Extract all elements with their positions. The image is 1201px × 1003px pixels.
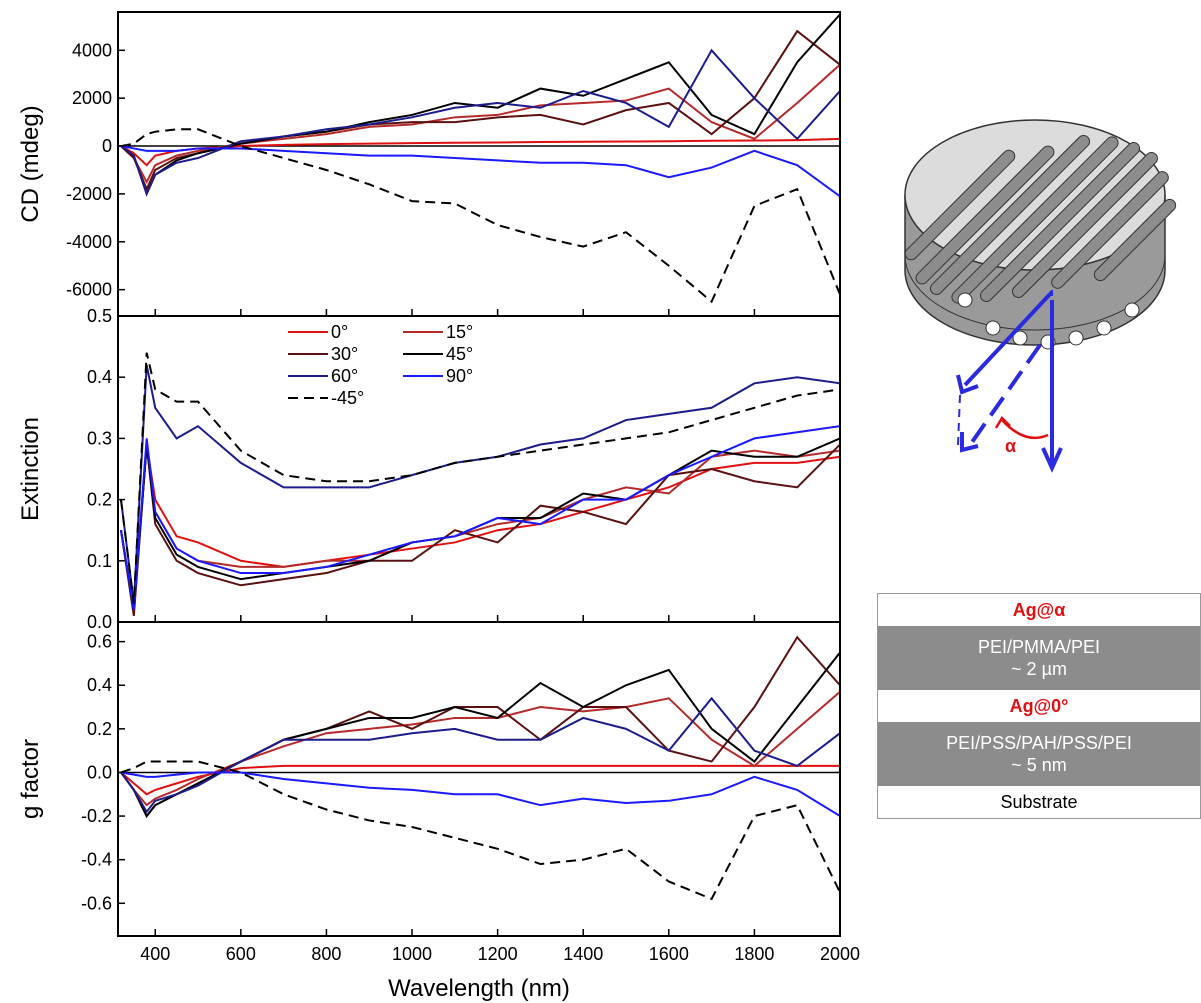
y-tick-label: -0.6: [81, 893, 112, 913]
layer-text: PEI/PMMA/PEI: [977, 637, 1101, 657]
y-tick-label: -0.2: [81, 806, 112, 826]
y-axis-label: CD (mdeg): [17, 105, 44, 222]
series-line: [120, 443, 840, 617]
y-tick-label: 0.3: [87, 428, 112, 448]
layer-stack: Ag@α PEI/PMMA/PEI ~ 2 µm Ag@0° PEI/PSS/PAH/P…: [877, 593, 1201, 819]
layer: Ag@0°: [878, 690, 1200, 722]
layer: PEI/PSS/PAH/PSS/PEI ~ 5 nm: [878, 722, 1200, 786]
series-line: [120, 444, 840, 610]
legend-label: 30°: [331, 344, 358, 364]
x-tick-label: 400: [140, 944, 170, 964]
x-tick-label: 1400: [563, 944, 603, 964]
y-tick-label: -4000: [66, 232, 112, 252]
legend-label: 0°: [331, 322, 348, 342]
series-line: [120, 635, 840, 818]
layer-text: ~ 2 µm: [1011, 659, 1067, 679]
sample-diagram: α: [904, 119, 1177, 473]
series-line: [120, 145, 840, 198]
y-tick-label: 0.5: [87, 306, 112, 326]
series-line: [120, 29, 840, 192]
y-tick-label: 0.0: [87, 612, 112, 632]
legend-label: 45°: [446, 344, 473, 364]
y-tick-label: 0.2: [87, 490, 112, 510]
y-tick-label: -2000: [66, 184, 112, 204]
series-line: [120, 771, 840, 817]
y-tick-label: 0.2: [87, 719, 112, 739]
y-tick-label: 0.4: [87, 367, 112, 387]
layer-text: ~ 5 nm: [1011, 755, 1067, 775]
x-tick-label: 1800: [734, 944, 774, 964]
legend-label: 90°: [446, 366, 473, 386]
layer-text: PEI/PSS/PAH/PSS/PEI: [946, 733, 1132, 753]
angle-label: α: [1005, 436, 1016, 456]
x-tick-label: 1600: [649, 944, 689, 964]
layer: Substrate: [878, 786, 1200, 818]
y-tick-label: 0.4: [87, 675, 112, 695]
layer-text: Ag@0°: [1009, 696, 1069, 716]
y-tick-label: 2000: [72, 88, 112, 108]
y-tick-label: 4000: [72, 40, 112, 60]
y-tick-label: 0.1: [87, 551, 112, 571]
series-line: [120, 437, 840, 610]
layer: Ag@α: [878, 594, 1200, 626]
legend-label: 60°: [331, 366, 358, 386]
x-tick-label: 800: [311, 944, 341, 964]
series-line: [120, 48, 840, 197]
series-line: [120, 691, 840, 807]
y-tick-label: -6000: [66, 280, 112, 300]
y-axis-label: Extinction: [17, 417, 44, 521]
x-axis-label: Wavelength (nm): [388, 975, 570, 1002]
x-tick-label: 1200: [478, 944, 518, 964]
series-line: [120, 63, 840, 185]
y-tick-label: 0.6: [87, 632, 112, 652]
series-line: [120, 696, 840, 814]
series-line: [120, 444, 840, 610]
series-line: [120, 137, 840, 167]
x-tick-label: 600: [226, 944, 256, 964]
plot-frame: [117, 315, 841, 623]
series-line: [120, 352, 840, 604]
plot-frame: [117, 621, 841, 937]
series-line: [120, 128, 840, 304]
layer: PEI/PMMA/PEI ~ 2 µm: [878, 626, 1200, 690]
y-tick-label: -0.4: [81, 850, 112, 870]
layer-text: Ag@α: [1012, 600, 1066, 620]
y-tick-label: 0: [102, 136, 112, 156]
series-line: [120, 425, 840, 610]
plot-frame: [117, 11, 841, 317]
y-tick-label: 0.0: [87, 762, 112, 782]
y-axis-label: g factor: [17, 739, 44, 819]
legend-label: 15°: [446, 322, 473, 342]
layer-text: Substrate: [1000, 792, 1078, 812]
series-line: [120, 364, 840, 604]
series-line: [120, 760, 840, 901]
series-line: [120, 764, 840, 796]
series-line: [120, 651, 840, 818]
x-tick-label: 2000: [820, 944, 860, 964]
legend-label: -45°: [331, 388, 364, 408]
x-tick-label: 1000: [392, 944, 432, 964]
